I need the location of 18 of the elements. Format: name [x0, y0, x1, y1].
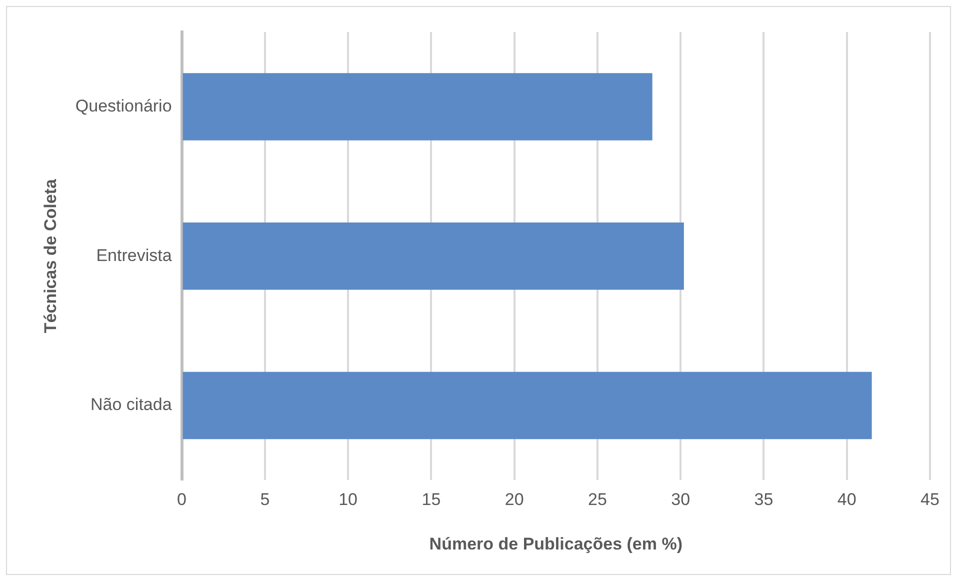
x-tick-label: 30: [671, 490, 690, 510]
y-tick-label: Questionário: [75, 96, 172, 116]
y-axis-title: Técnicas de Coleta: [40, 178, 60, 334]
x-tick-label: 40: [837, 490, 856, 510]
x-tick-label: 5: [260, 490, 270, 510]
x-tick-label: 35: [754, 490, 774, 510]
x-tick-label: 0: [177, 490, 187, 510]
bar: [182, 222, 684, 290]
x-tick-label: 15: [422, 490, 441, 510]
x-tick-label: 20: [504, 490, 524, 510]
x-tick-label: 45: [920, 490, 940, 510]
bar: [182, 372, 872, 440]
y-tick-label: Entrevista: [96, 246, 172, 265]
x-axis-title: Número de Publicações (em %): [429, 534, 682, 554]
bar: [182, 73, 652, 140]
x-tick-label: 10: [338, 490, 358, 510]
x-tick-label: 25: [588, 490, 607, 510]
y-tick-label: Não citada: [90, 395, 172, 414]
